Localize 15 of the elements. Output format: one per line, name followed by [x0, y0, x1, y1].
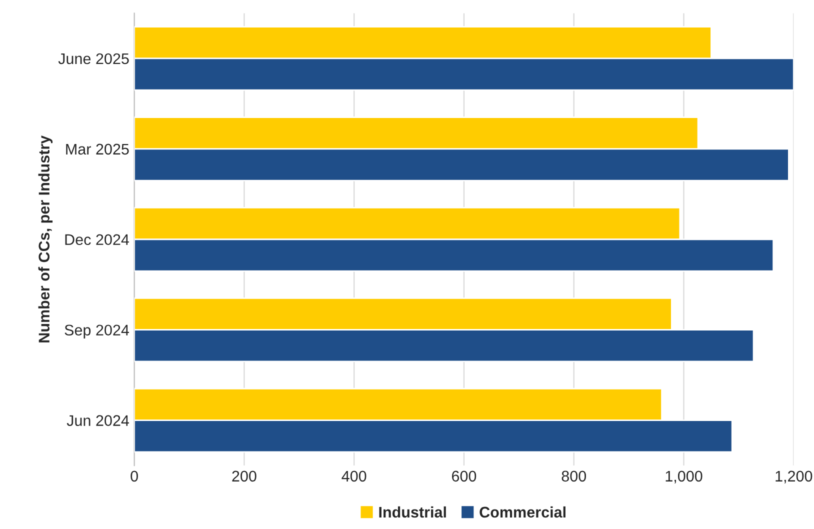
- x-tick-label: 400: [342, 470, 366, 482]
- y-axis-title: Number of CCs, per Industry: [38, 135, 53, 342]
- x-tick-label: 200: [232, 470, 256, 482]
- y-tick-label: June 2025: [58, 53, 129, 64]
- x-tick-label: 600: [452, 470, 476, 482]
- legend-label: Commercial: [480, 506, 566, 518]
- x-tick-label: 1,000: [666, 470, 702, 484]
- x-tick-label: 800: [562, 470, 586, 482]
- y-tick-label: Jun 2024: [66, 415, 130, 426]
- x-tick-label: 0: [130, 470, 138, 482]
- x-tick-label: 1,200: [776, 470, 812, 484]
- y-tick-label: Sep 2024: [64, 324, 130, 339]
- y-tick-label: Dec 2024: [65, 234, 130, 246]
- y-tick-label: Mar 2025: [66, 144, 129, 155]
- legend-label: Industrial: [379, 506, 446, 518]
